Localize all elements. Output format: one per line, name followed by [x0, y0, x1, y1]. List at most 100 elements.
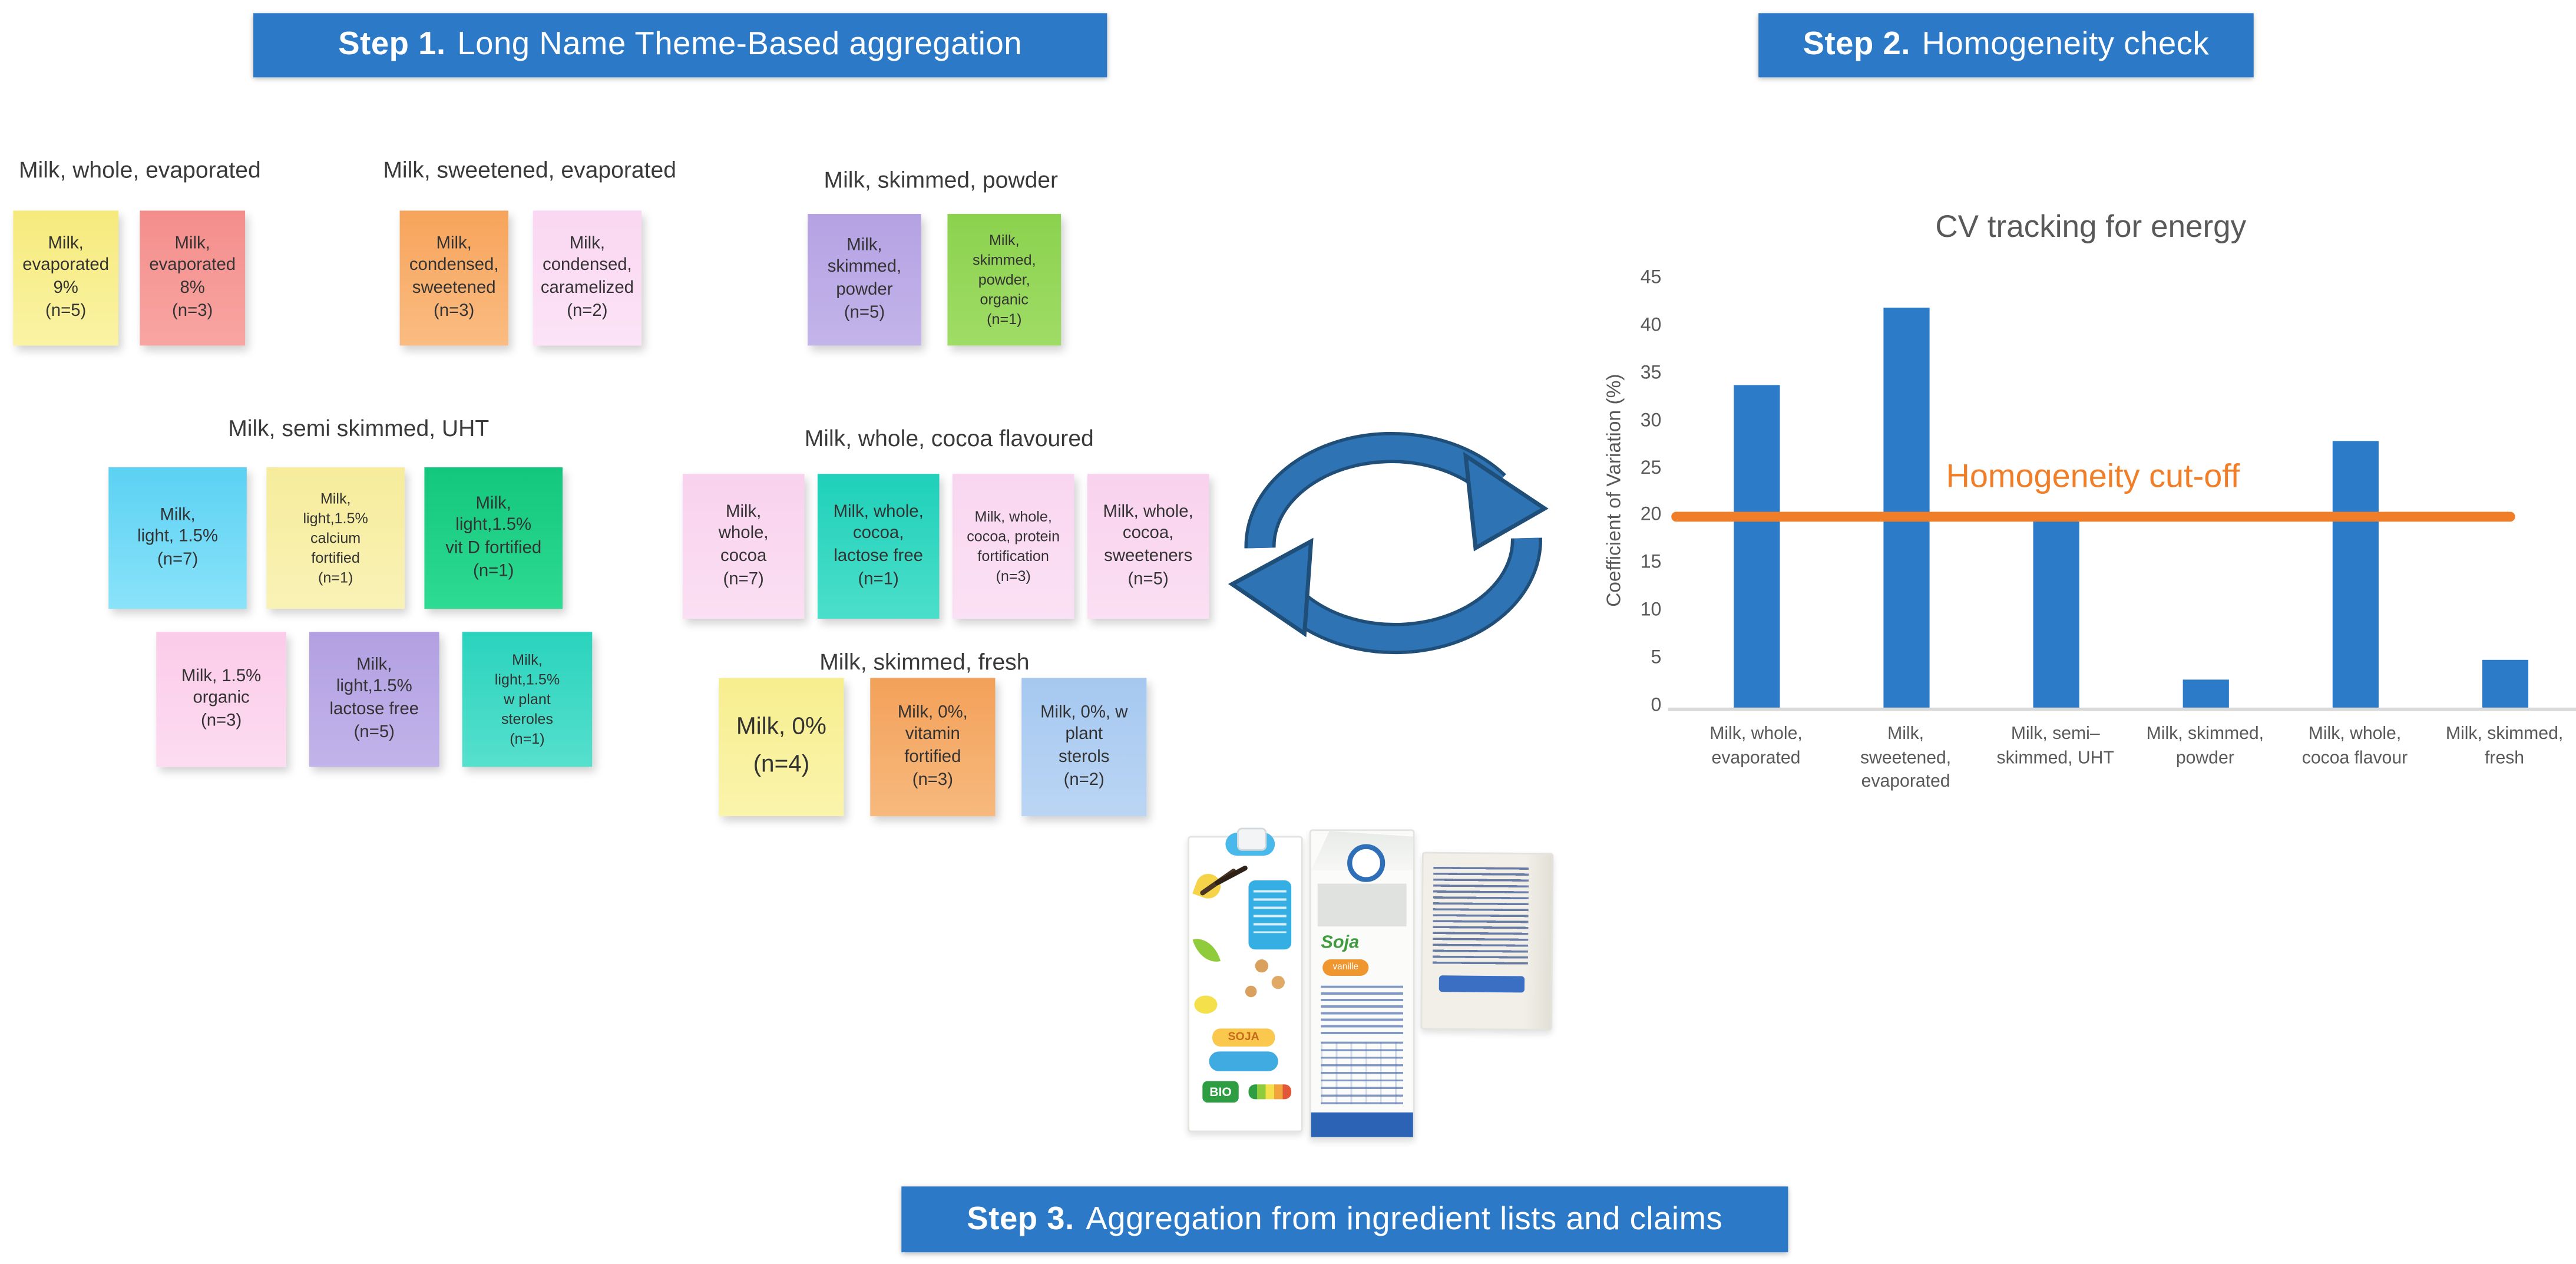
ingredient-text-lines — [1321, 985, 1404, 1035]
lemon-icon — [1194, 995, 1218, 1014]
brand-badge: SOJA — [1212, 1028, 1275, 1047]
carton-cap — [1236, 827, 1267, 851]
sticky-note: Milk, light,1.5% calcium fortified (n=1) — [266, 467, 405, 609]
sticky-note: Milk, light,1.5% w plant steroles (n=1) — [462, 632, 593, 767]
x-axis-category-label: Milk, whole, cocoa flavour — [2301, 724, 2408, 768]
note-row: Milk, evaporated 9% (n=5) Milk, evaporate… — [13, 210, 246, 346]
x-axis-category-label: Milk, semi– skimmed, UHT — [1996, 724, 2114, 768]
sticky-note: Milk, whole, cocoa, sweeteners (n=5) — [1087, 474, 1209, 619]
y-axis-tick: 0 — [1651, 696, 1662, 716]
step1-header: Step 1. Long Name Theme-Based aggregatio… — [253, 13, 1107, 78]
side-brand-label: Soja — [1321, 933, 1360, 953]
step1-label-bold: Step 1. — [338, 26, 446, 63]
sticky-note: Milk, light,1.5% lactose free (n=5) — [309, 632, 439, 767]
y-axis-tick: 15 — [1640, 553, 1662, 573]
soy-bean-icon — [1271, 975, 1285, 989]
nutrition-table-lines — [1321, 1041, 1404, 1104]
x-axis-line — [1668, 707, 2576, 711]
soy-bean-icon — [1255, 959, 1269, 973]
note-row: Milk, light, 1.5% (n=7) Milk, light,1.5% … — [108, 467, 563, 609]
brand-badge-text: SOJA — [1228, 1031, 1259, 1044]
label-logo-circle — [1347, 844, 1385, 882]
note-row: Milk, 1.5% organic (n=3) Milk, light,1.5%… — [156, 632, 593, 767]
sticky-note: Milk, 0%, w plant sterols (n=2) — [1021, 678, 1147, 817]
step3-label-bold: Step 3. — [967, 1200, 1074, 1237]
group-heading-1: Milk, whole, evaporated — [18, 156, 261, 183]
group-heading-5: Milk, whole, cocoa flavoured — [804, 424, 1094, 451]
y-axis-tick: 5 — [1651, 648, 1662, 669]
nutriscore-strip — [1248, 1084, 1292, 1100]
chart-bar — [1732, 384, 1780, 708]
cycle-arrows-icon — [1219, 390, 1568, 687]
note-row: Milk, condensed, sweetened (n=3) Milk, co… — [399, 210, 642, 346]
sticky-note: Milk, light,1.5% vit D fortified (n=1) — [424, 467, 563, 609]
x-axis-category-label: Milk, skimmed, powder — [2146, 724, 2264, 768]
vanilla-pod-icon — [1214, 864, 1249, 886]
x-axis-category-label: Milk, sweetened, evaporated — [1860, 724, 1952, 792]
flavor-pill: vanille — [1322, 959, 1369, 976]
y-axis-tick: 10 — [1640, 600, 1662, 621]
sticky-note: Milk, condensed, caramelized (n=2) — [533, 210, 642, 346]
chart-bar — [2332, 441, 2378, 708]
step2-label-text: Homogeneity check — [1922, 26, 2210, 63]
product-photo-front-carton: SOJA BIO — [1188, 827, 1303, 1133]
group-heading-4: Milk, semi skimmed, UHT — [228, 414, 490, 441]
note-row: Milk, skimmed, powder (n=5) Milk, skimmed… — [808, 214, 1062, 346]
chart-title: CV tracking for energy — [1935, 210, 2247, 246]
chart-y-axis-label: Coefficient of Variation (%) — [1602, 374, 1625, 607]
sticky-note: Milk, whole, cocoa (n=7) — [682, 474, 805, 619]
group-heading-6: Milk, skimmed, fresh — [819, 648, 1030, 675]
y-axis-tick: 45 — [1640, 268, 1662, 288]
label-text-lines — [1432, 866, 1529, 966]
blank-label-area — [1317, 883, 1407, 927]
step2-header: Step 2. Homogeneity check — [1758, 13, 2254, 78]
cutoff-label: Homogeneity cut-off — [1946, 459, 2240, 496]
cutoff-line — [1671, 512, 2515, 523]
product-photo-side-carton: Soja vanille — [1309, 829, 1415, 1139]
leaf-icon — [1192, 934, 1221, 967]
step3-header: Step 3. Aggregation from ingredient list… — [901, 1186, 1788, 1253]
sticky-note: Milk, 1.5% organic (n=3) — [156, 632, 286, 767]
label-edge-shade — [1524, 854, 1552, 1029]
claims-band — [1209, 1051, 1278, 1071]
carton-bottom-band — [1311, 1112, 1413, 1137]
bio-badge: BIO — [1202, 1081, 1239, 1103]
group-heading-2: Milk, sweetened, evaporated — [383, 156, 677, 183]
x-axis-category-label: Milk, whole, evaporated — [1709, 724, 1803, 768]
product-photos: SOJA BIO Soja vanille — [1171, 826, 1566, 1147]
sticky-note: Milk, 0%, vitamin fortified (n=3) — [870, 678, 996, 817]
sticky-note: Milk, whole, cocoa, lactose free (n=1) — [817, 474, 940, 619]
chart-bar — [2032, 517, 2079, 708]
y-axis-tick: 20 — [1640, 506, 1662, 526]
side-brand-text: Soja — [1321, 933, 1359, 953]
note-row: Milk, whole, cocoa (n=7) Milk, whole, coc… — [682, 474, 1209, 619]
chart-bar — [2182, 679, 2228, 708]
flavor-pill-text: vanille — [1332, 962, 1359, 973]
step3-label-text: Aggregation from ingredient lists and cl… — [1086, 1200, 1723, 1237]
group-heading-3: Milk, skimmed, powder — [824, 166, 1059, 193]
y-axis-tick: 35 — [1640, 363, 1662, 383]
sticky-note: Milk, skimmed, powder (n=5) — [808, 214, 921, 346]
step2-label-bold: Step 2. — [1803, 26, 1911, 63]
y-axis-tick: 25 — [1640, 458, 1662, 478]
sticky-note: Milk, evaporated 9% (n=5) — [13, 210, 119, 346]
y-axis-tick: 30 — [1640, 411, 1662, 431]
label-blue-band — [1439, 975, 1525, 993]
x-axis-category-label: Milk, skimmed, fresh — [2445, 724, 2564, 768]
note-row: Milk, 0% (n=4) Milk, 0%, vitamin fortifie… — [719, 678, 1147, 817]
sticky-note: Milk, whole, cocoa, protein fortificatio… — [952, 474, 1074, 619]
product-photo-back-label — [1420, 852, 1554, 1031]
sticky-note: Milk, evaporated 8% (n=3) — [140, 210, 246, 346]
sticky-note: Milk, skimmed, powder, organic (n=1) — [947, 214, 1062, 346]
bio-badge-text: BIO — [1209, 1084, 1232, 1100]
pack-sticker — [1248, 880, 1292, 950]
chart-bar — [2481, 660, 2528, 708]
sticky-note: Milk, light, 1.5% (n=7) — [108, 467, 247, 609]
sticky-note: Milk, condensed, sweetened (n=3) — [399, 210, 508, 346]
chart-bar — [1883, 308, 1929, 708]
step1-label-text: Long Name Theme-Based aggregation — [457, 26, 1023, 63]
y-axis-tick: 40 — [1640, 315, 1662, 336]
soy-bean-icon — [1245, 985, 1257, 998]
sticky-note: Milk, 0% (n=4) — [719, 678, 844, 817]
